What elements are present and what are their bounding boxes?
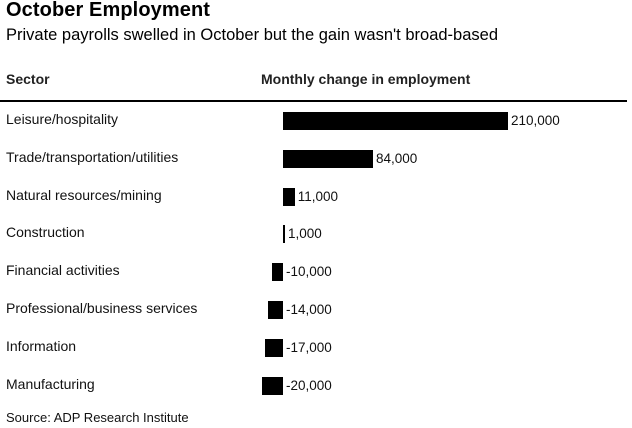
bar [268,301,283,319]
bar-value-label: -17,000 [286,339,332,355]
bar-value-label: 210,000 [511,113,560,128]
bar [283,225,285,244]
bar [283,112,508,130]
sector-label: Natural resources/mining [6,186,162,203]
sector-label: Leisure/hospitality [6,111,119,127]
sector-label: Information [6,337,77,354]
bar [261,376,283,395]
bar-value-label: 84,000 [376,150,418,166]
sector-label: Construction [6,224,85,241]
bar-value-label: 11,000 [297,188,339,204]
sector-label: Trade/transportation/utilities [6,148,179,165]
chart-title: October Employment [6,0,211,21]
chart-subtitle: Private payrolls swelled in October but … [6,26,499,44]
sector-column-header: Sector [6,71,50,87]
source-note: Source: ADP Research Institute [6,410,189,425]
bar [272,263,283,282]
bar-value-label: -10,000 [286,264,332,280]
sector-label: Manufacturing [6,375,95,392]
sector-label: Financial activities [6,262,120,279]
bar-value-label: -14,000 [286,302,332,317]
bar [283,187,295,206]
bar [264,338,283,357]
header-divider [0,100,627,102]
sector-label: Professional/business services [6,300,198,316]
change-column-header: Monthly change in employment [261,71,471,87]
bar-value-label: 1,000 [288,226,322,242]
bar-value-label: -20,000 [286,377,332,393]
bar [283,149,373,168]
